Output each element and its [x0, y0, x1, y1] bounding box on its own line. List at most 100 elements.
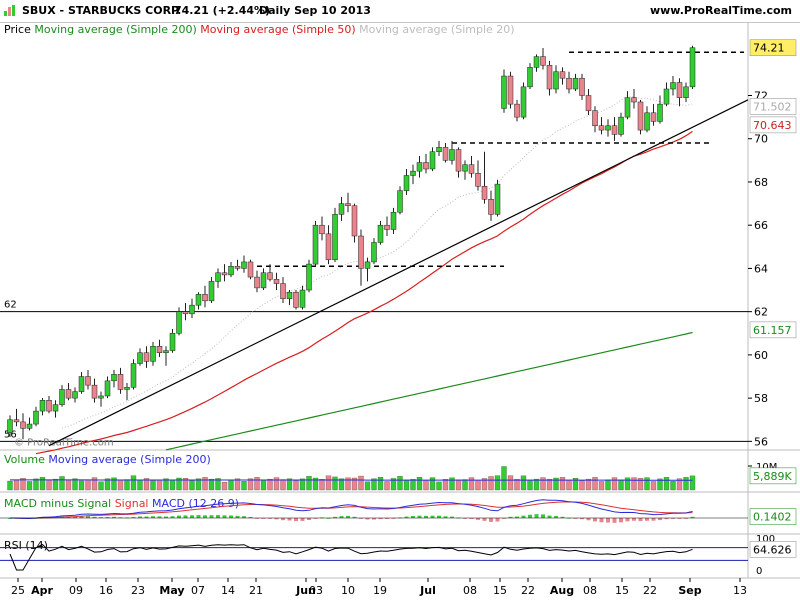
macd-hist-bar	[164, 516, 168, 518]
volume-bar	[371, 478, 377, 491]
candle-body	[416, 162, 423, 172]
candle-body	[468, 164, 475, 174]
candle-body	[351, 205, 358, 237]
candle-body	[150, 345, 156, 362]
candle-body	[202, 294, 208, 302]
candle-body	[624, 97, 631, 118]
volume-tag: 5,889K	[753, 470, 792, 483]
volume-bar	[605, 479, 611, 491]
volume-bar	[163, 478, 169, 491]
ma200-line	[165, 331, 693, 451]
macd-hist-bar	[469, 518, 474, 519]
volume-bar	[7, 480, 13, 491]
site-link[interactable]: www.ProRealTime.com	[649, 4, 792, 17]
volume-bar	[221, 481, 228, 491]
candle-body	[429, 151, 436, 170]
macd-hist-bar	[677, 518, 682, 519]
candle-body	[312, 224, 319, 265]
candle-body	[143, 352, 150, 362]
volume-bar	[143, 478, 150, 491]
candle-body	[169, 333, 176, 351]
x-tick-label: 08	[583, 584, 597, 597]
x-tick-label: 22	[521, 584, 535, 597]
volume-bar	[494, 475, 501, 491]
volume-bar	[462, 479, 468, 491]
x-tick-label: 25	[11, 584, 25, 597]
candle-body	[319, 224, 325, 235]
candle-body	[475, 173, 481, 187]
candle-body	[501, 75, 507, 109]
volume-bar	[546, 478, 553, 491]
rsi-tick-0: 0	[756, 566, 762, 577]
legend-ma200: Moving average (Simple 200)	[34, 23, 197, 36]
volume-bar	[592, 477, 598, 491]
candle-body	[293, 291, 299, 308]
last-quote: 74.21 (+2.44%)	[174, 4, 271, 17]
volume-bar	[117, 479, 124, 491]
volume-bar	[657, 478, 663, 491]
candle-body	[507, 75, 514, 105]
candle-body	[631, 97, 637, 103]
rsi-tag-box	[749, 541, 797, 558]
volume-bar	[442, 479, 449, 491]
y-tick-label: 56	[754, 435, 768, 448]
volume-bar	[618, 479, 624, 491]
candle-body	[449, 149, 455, 161]
macd-hist-bar	[274, 518, 279, 520]
candle-body	[403, 175, 410, 191]
x-tick-label: Apr	[31, 584, 53, 597]
x-tick-label: May	[159, 584, 184, 597]
candle-body	[137, 352, 143, 364]
macd-hist-bar	[99, 517, 103, 519]
candle-body	[488, 199, 494, 215]
volume-bar	[475, 480, 481, 491]
volume-bar	[46, 480, 52, 491]
x-tick-label: 19	[373, 584, 387, 597]
macd-hist-bar	[144, 516, 149, 518]
candle-body	[182, 311, 189, 315]
volume-bar	[72, 478, 78, 491]
candle-body	[689, 47, 696, 88]
volume-bar	[332, 476, 338, 491]
volume-bar	[455, 479, 462, 491]
volume-bar	[98, 481, 104, 491]
macd-hist-bar	[580, 518, 584, 520]
candle-body	[163, 350, 169, 353]
macd-hist-bar	[690, 516, 695, 518]
volume-bar	[234, 478, 241, 491]
candle-body	[553, 71, 559, 90]
macd-hist-bar	[86, 516, 90, 518]
volume-bar	[228, 479, 234, 491]
volume-bar	[390, 478, 397, 491]
macd-hist-bar	[450, 516, 454, 518]
volume-legend: Volume Moving average (Simple 200)	[4, 453, 211, 466]
ma50-tag-box	[749, 116, 797, 134]
candle-body	[98, 395, 104, 399]
candle-body	[390, 211, 397, 230]
volume-bar	[631, 477, 637, 491]
candle-body	[176, 311, 182, 334]
candle-body	[208, 281, 215, 302]
volume-bar	[663, 477, 670, 491]
candle-body	[436, 147, 442, 152]
volume-bar	[312, 477, 319, 491]
macd-hist-bar	[463, 518, 467, 519]
volume-bar	[111, 477, 117, 491]
macd-hist-bar	[430, 515, 435, 518]
volume-bar	[52, 478, 59, 491]
volume-bar	[202, 477, 208, 491]
macd-hist-bar	[573, 518, 578, 519]
volume-bar	[215, 478, 221, 491]
macd-hist-bar	[281, 518, 285, 521]
volume-bar	[208, 478, 215, 491]
candle-body	[273, 278, 280, 284]
x-tick-label: 23	[131, 584, 145, 597]
volume-bar	[182, 478, 189, 491]
candle-body	[59, 389, 65, 405]
volume-bar	[260, 479, 267, 491]
macd-hist-bar	[417, 515, 422, 518]
candle-body	[540, 56, 546, 66]
macd-hist-bar	[261, 518, 266, 519]
copyright-text: © ProRealTime.com	[14, 437, 114, 448]
